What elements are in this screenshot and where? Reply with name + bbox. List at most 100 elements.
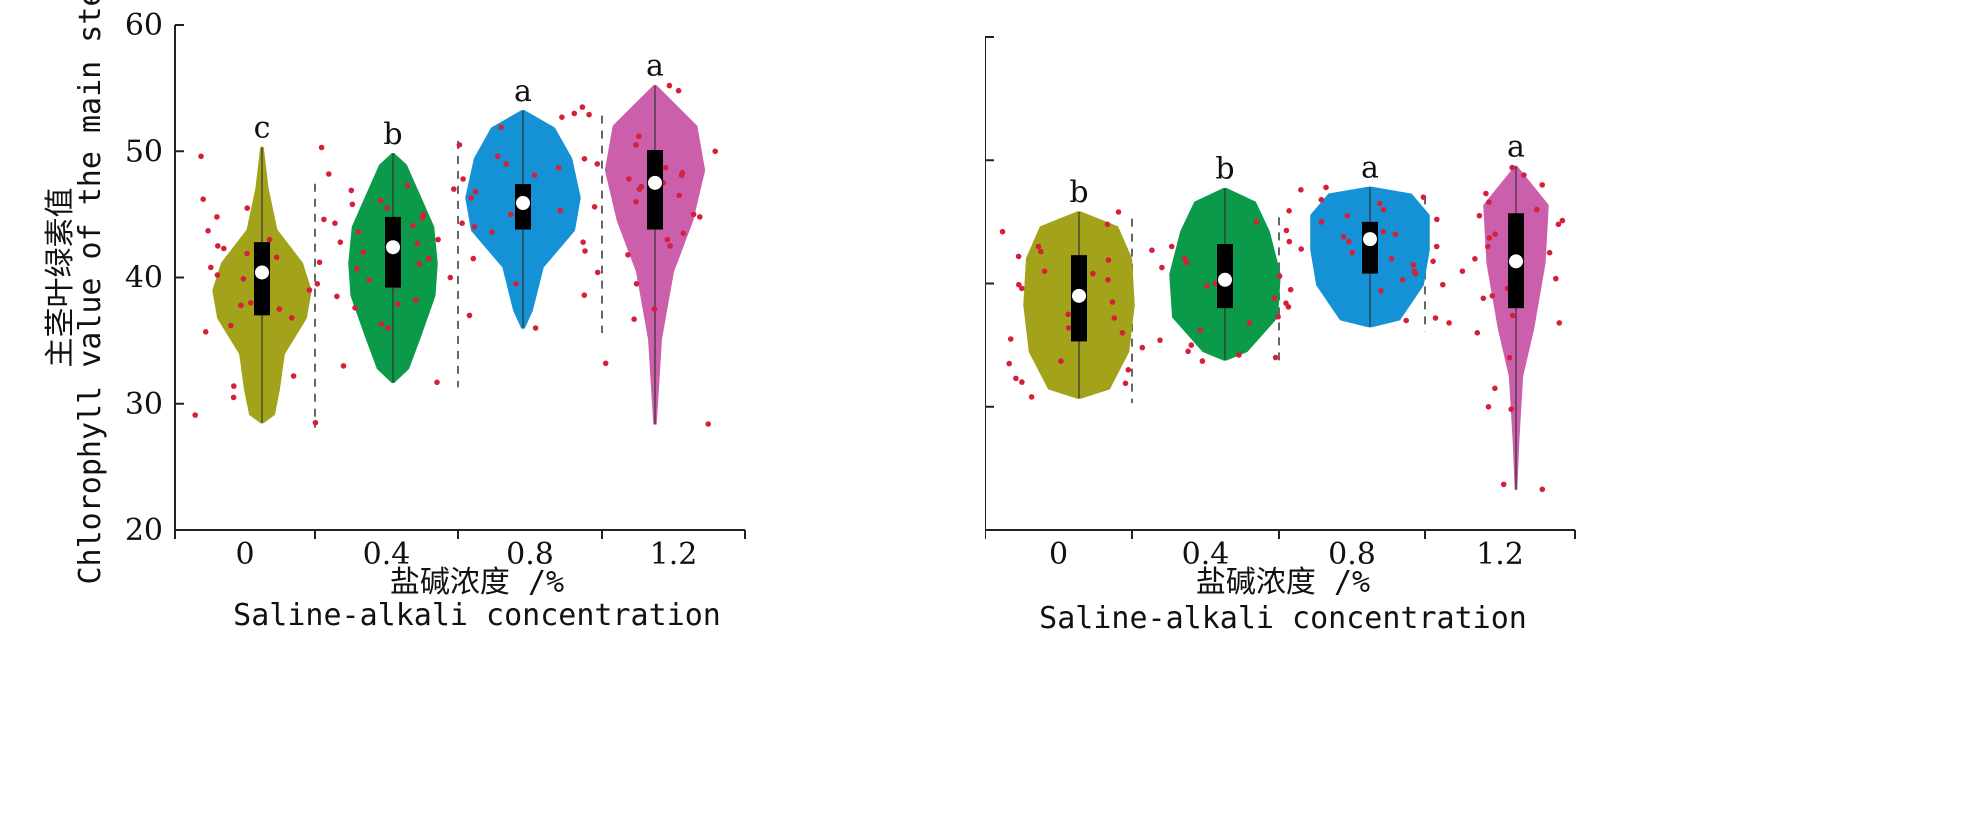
data-point bbox=[366, 277, 373, 283]
data-point bbox=[1159, 264, 1165, 271]
data-point bbox=[1272, 354, 1279, 361]
data-point bbox=[1246, 320, 1253, 326]
data-point bbox=[1318, 219, 1325, 225]
data-point bbox=[636, 133, 642, 139]
data-point bbox=[1459, 268, 1466, 275]
data-point bbox=[705, 421, 711, 427]
data-point bbox=[1109, 299, 1116, 305]
data-point bbox=[1433, 243, 1440, 250]
data-point bbox=[602, 360, 609, 367]
data-point bbox=[471, 224, 478, 230]
median-marker bbox=[386, 240, 400, 255]
data-point bbox=[288, 315, 295, 321]
data-point bbox=[1115, 209, 1122, 215]
data-point bbox=[1486, 235, 1493, 241]
data-point bbox=[1380, 228, 1386, 235]
data-point bbox=[1483, 190, 1489, 197]
data-point bbox=[1559, 217, 1566, 224]
data-point bbox=[1430, 258, 1436, 265]
data-point bbox=[1553, 275, 1559, 282]
median-marker bbox=[255, 265, 269, 280]
x-tick-label: 1.2 bbox=[1476, 537, 1524, 572]
significance-letter: b bbox=[383, 117, 402, 152]
data-point bbox=[221, 245, 227, 252]
data-point bbox=[459, 220, 465, 226]
data-point bbox=[208, 264, 214, 271]
x-tick-label: 0 bbox=[1049, 537, 1068, 572]
data-point bbox=[416, 260, 423, 267]
data-point bbox=[266, 236, 273, 243]
data-point bbox=[1253, 219, 1260, 225]
data-point bbox=[404, 182, 411, 189]
data-point bbox=[633, 281, 640, 287]
data-point bbox=[1399, 277, 1406, 283]
data-point bbox=[580, 239, 586, 245]
data-point bbox=[385, 325, 391, 331]
data-point bbox=[1492, 231, 1498, 237]
median-marker bbox=[1072, 288, 1086, 303]
data-point bbox=[531, 172, 538, 178]
data-point bbox=[1111, 315, 1118, 321]
data-point bbox=[1546, 249, 1553, 256]
data-point bbox=[314, 281, 321, 287]
data-point bbox=[1188, 342, 1195, 348]
data-point bbox=[202, 329, 209, 335]
data-point bbox=[1486, 199, 1492, 205]
data-point bbox=[1199, 358, 1206, 364]
data-point bbox=[1283, 227, 1290, 234]
data-point bbox=[1492, 385, 1498, 392]
x-tick-label: 0.4 bbox=[1182, 537, 1230, 572]
data-point bbox=[680, 230, 687, 237]
x-axis-title-en: Saline-alkali concentration bbox=[1039, 601, 1527, 636]
data-point bbox=[1508, 406, 1514, 413]
median-marker bbox=[1363, 232, 1377, 247]
data-point bbox=[312, 419, 319, 426]
data-point bbox=[582, 248, 588, 254]
data-point bbox=[352, 305, 358, 311]
significance-letter: a bbox=[1507, 129, 1525, 164]
data-point bbox=[1122, 380, 1129, 387]
data-point bbox=[230, 394, 237, 401]
data-point bbox=[1340, 233, 1347, 240]
data-point bbox=[1298, 187, 1304, 193]
data-point bbox=[290, 373, 297, 379]
data-point bbox=[594, 161, 601, 167]
data-point bbox=[1276, 273, 1283, 279]
median-marker bbox=[516, 196, 530, 211]
data-point bbox=[1472, 255, 1478, 262]
iqr-box bbox=[1362, 221, 1378, 274]
data-point bbox=[1318, 196, 1325, 203]
data-point bbox=[1013, 375, 1019, 382]
data-point bbox=[1323, 184, 1329, 191]
median-marker bbox=[1218, 272, 1232, 287]
data-point bbox=[513, 281, 519, 287]
data-point bbox=[1555, 221, 1562, 228]
data-point bbox=[472, 188, 479, 195]
data-point bbox=[1446, 320, 1452, 326]
data-point bbox=[349, 201, 356, 208]
data-point bbox=[1388, 255, 1395, 262]
data-point bbox=[1403, 317, 1409, 324]
data-point bbox=[1058, 358, 1064, 364]
data-point bbox=[1212, 280, 1219, 287]
significance-letter: a bbox=[514, 74, 532, 109]
data-point bbox=[435, 236, 441, 243]
data-point bbox=[1521, 172, 1527, 178]
data-point bbox=[1105, 277, 1111, 283]
data-point bbox=[1378, 288, 1384, 294]
data-point bbox=[238, 302, 244, 309]
x-axis-title-en: Saline-alkali concentration bbox=[233, 598, 721, 633]
data-point bbox=[1283, 300, 1289, 307]
data-point bbox=[384, 205, 391, 211]
data-point bbox=[1376, 200, 1383, 207]
data-point bbox=[1500, 481, 1507, 488]
data-point bbox=[1412, 270, 1419, 277]
data-point bbox=[591, 204, 598, 210]
data-point bbox=[451, 186, 457, 192]
significance-letter: a bbox=[1361, 150, 1379, 185]
data-point bbox=[1474, 330, 1481, 336]
data-point bbox=[1485, 243, 1491, 250]
data-point bbox=[508, 211, 514, 218]
